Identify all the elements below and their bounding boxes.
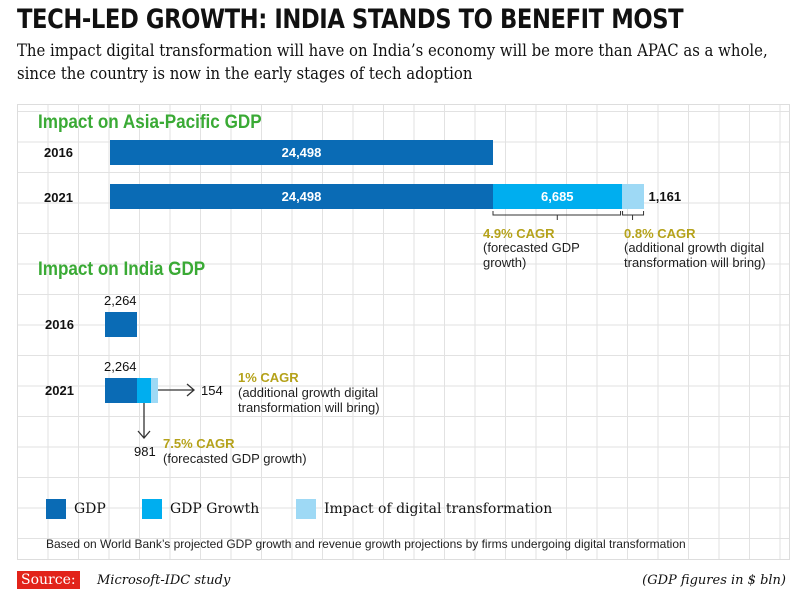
apac-growth-cagr: 4.9% CAGR xyxy=(483,226,555,241)
apac-gdp-bar-2021: 24,498 xyxy=(110,184,493,209)
source-label: Source: xyxy=(17,571,80,589)
india-gdp-2016-label: 2,264 xyxy=(104,293,137,308)
legend-gdp: GDP xyxy=(74,501,106,517)
legend-swatch-impact xyxy=(296,499,316,519)
apac-growth-bar-2021: 6,685 xyxy=(493,184,622,209)
apac-impact-note: (additional growth digital transformatio… xyxy=(624,240,766,270)
chart-title: TECH-LED GROWTH: INDIA STANDS TO BENEFIT… xyxy=(17,4,684,35)
grid-background xyxy=(17,104,790,560)
india-year-2016: 2016 xyxy=(45,317,74,332)
apac-braces xyxy=(492,211,645,220)
india-growth-label: 981 xyxy=(134,444,156,459)
india-impact-label: 154 xyxy=(201,383,223,398)
india-gdp-bar-2021 xyxy=(105,378,137,403)
apac-impact-label: 1,161 xyxy=(648,189,682,204)
legend-swatch-gdp xyxy=(46,499,66,519)
footnote: Based on World Bank’s projected GDP grow… xyxy=(46,537,686,551)
source-text: Microsoft-IDC study xyxy=(97,573,231,588)
apac-section-title: Impact on Asia-Pacific GDP xyxy=(38,112,262,133)
india-impact-bar-2021 xyxy=(150,378,158,403)
legend-swatch-growth xyxy=(142,499,162,519)
india-gdp-bar-2016 xyxy=(105,312,137,337)
bar-label: 6,685 xyxy=(541,189,574,204)
apac-impact-cagr: 0.8% CAGR xyxy=(624,226,696,241)
india-section-title: Impact on India GDP xyxy=(38,259,206,280)
india-growth-cagr: 7.5% CAGR xyxy=(163,436,235,451)
india-growth-bar-2021 xyxy=(137,378,151,403)
bar-label: 24,498 xyxy=(281,145,322,160)
units-note: (GDP figures in $ bln) xyxy=(642,573,786,588)
chart-subtitle: The impact digital transformation will h… xyxy=(17,41,768,84)
india-gdp-2021-label: 2,264 xyxy=(104,359,137,374)
india-impact-note: (additional growth digital transformatio… xyxy=(238,385,380,415)
legend-growth: GDP Growth xyxy=(170,501,260,517)
bar-label: 24,498 xyxy=(281,189,322,204)
apac-gdp-bar-2016: 24,498 xyxy=(110,140,493,165)
apac-year-2021: 2021 xyxy=(44,190,73,205)
india-impact-cagr: 1% CAGR xyxy=(238,370,299,385)
india-growth-note: (forecasted GDP growth) xyxy=(163,451,307,466)
legend-impact: Impact of digital transformation xyxy=(324,501,553,517)
apac-year-2016: 2016 xyxy=(44,145,73,160)
india-year-2021: 2021 xyxy=(45,383,74,398)
apac-growth-note: (forecasted GDP growth) xyxy=(483,240,580,270)
apac-impact-bar-2021 xyxy=(621,184,644,209)
